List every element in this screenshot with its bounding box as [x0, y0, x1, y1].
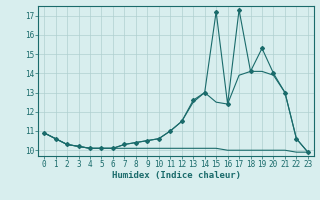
X-axis label: Humidex (Indice chaleur): Humidex (Indice chaleur) — [111, 171, 241, 180]
